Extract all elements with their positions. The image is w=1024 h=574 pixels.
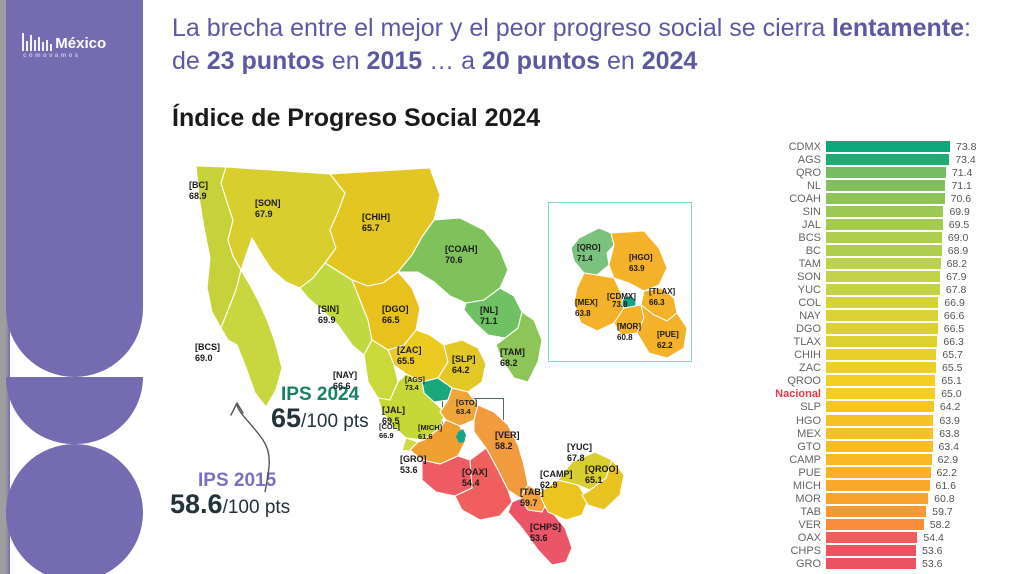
svg-text:53.6: 53.6 (530, 533, 548, 543)
svg-text:[SON]: [SON] (255, 198, 281, 208)
svg-text:[TAM]: [TAM] (500, 347, 525, 357)
svg-text:[NL]: [NL] (480, 305, 498, 315)
svg-text:66.3: 66.3 (649, 298, 665, 307)
svg-text:[TAB]: [TAB] (520, 487, 544, 497)
svg-text:62.2: 62.2 (657, 341, 673, 350)
svg-text:69.5: 69.5 (382, 416, 400, 426)
svg-text:[CAMP]: [CAMP] (540, 469, 573, 479)
svg-text:73.8: 73.8 (612, 300, 628, 309)
svg-text:[MEX]: [MEX] (575, 298, 598, 307)
svg-text:[SLP]: [SLP] (452, 354, 476, 364)
svg-text:71.4: 71.4 (577, 254, 593, 263)
svg-text:[NAY]: [NAY] (333, 370, 357, 380)
svg-text:[MOR]: [MOR] (617, 322, 641, 331)
svg-text:66.5: 66.5 (382, 315, 400, 325)
svg-text:68.9: 68.9 (189, 191, 207, 201)
svg-text:62.9: 62.9 (540, 480, 558, 490)
svg-text:[SIN]: [SIN] (318, 304, 339, 314)
svg-text:[ZAC]: [ZAC] (397, 345, 422, 355)
svg-text:69.9: 69.9 (318, 315, 336, 325)
svg-text:67.8: 67.8 (567, 453, 585, 463)
svg-text:[YUC]: [YUC] (567, 442, 592, 452)
svg-text:[TLAX]: [TLAX] (649, 287, 676, 296)
svg-text:65.7: 65.7 (362, 223, 380, 233)
svg-text:[DGO]: [DGO] (382, 304, 409, 314)
svg-text:69.0: 69.0 (195, 353, 213, 363)
svg-text:59.7: 59.7 (520, 498, 538, 508)
svg-text:[BC]: [BC] (189, 180, 208, 190)
svg-text:60.8: 60.8 (617, 333, 633, 342)
svg-text:[GRO]: [GRO] (400, 454, 427, 464)
svg-text:[QRO]: [QRO] (577, 243, 601, 252)
svg-text:63.9: 63.9 (629, 264, 645, 273)
svg-text:67.9: 67.9 (255, 209, 273, 219)
svg-text:[CHPS]: [CHPS] (530, 522, 561, 532)
svg-text:61.6: 61.6 (418, 432, 433, 441)
svg-text:[JAL]: [JAL] (382, 405, 405, 415)
svg-text:54.4: 54.4 (462, 478, 480, 488)
svg-text:[COL]: [COL] (379, 422, 400, 431)
svg-text:73.4: 73.4 (405, 385, 419, 392)
svg-text:[QROO]: [QROO] (585, 464, 619, 474)
svg-text:64.2: 64.2 (452, 365, 470, 375)
svg-text:66.9: 66.9 (379, 431, 394, 440)
svg-text:[PUE]: [PUE] (657, 330, 679, 339)
svg-text:[AGS]: [AGS] (405, 377, 425, 384)
svg-text:65.1: 65.1 (585, 475, 603, 485)
svg-text:65.5: 65.5 (397, 356, 415, 366)
svg-text:53.6: 53.6 (400, 465, 418, 475)
svg-text:68.2: 68.2 (500, 358, 518, 368)
svg-text:[BCS]: [BCS] (195, 342, 220, 352)
svg-text:63.8: 63.8 (575, 309, 591, 318)
svg-text:[HGO]: [HGO] (629, 253, 653, 262)
svg-text:[MICH]: [MICH] (418, 423, 443, 432)
svg-text:[CHIH]: [CHIH] (362, 212, 390, 222)
svg-text:70.6: 70.6 (445, 255, 463, 265)
svg-text:[COAH]: [COAH] (445, 244, 478, 254)
svg-text:71.1: 71.1 (480, 316, 498, 326)
